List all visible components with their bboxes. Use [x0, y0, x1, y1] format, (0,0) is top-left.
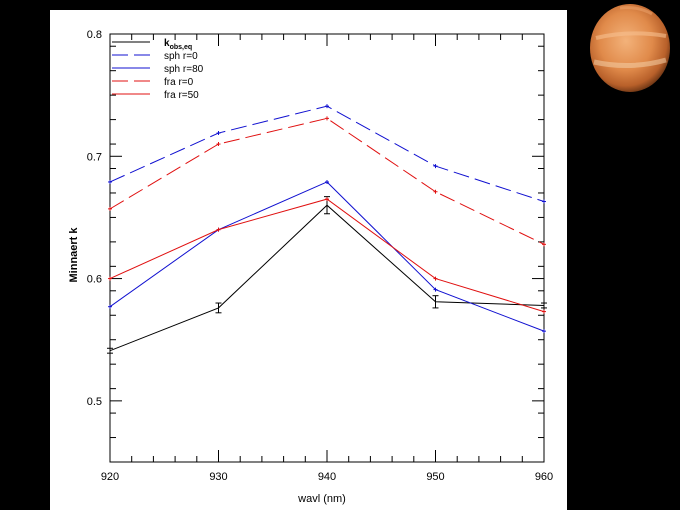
x-tick-label: 930	[209, 471, 227, 483]
legend-label-4: fra r=50	[164, 90, 199, 101]
x-tick-label: 960	[535, 471, 553, 483]
legend-label-0: kobs,eq	[164, 38, 192, 51]
x-tick-label: 940	[318, 471, 336, 483]
series-line-0	[109, 204, 545, 352]
series-group	[107, 104, 547, 354]
y-tick-label: 0.8	[87, 29, 102, 41]
series-line-4	[109, 198, 545, 313]
axes-group: 920 930 940 950 960 0.5 0.6 0.7 0.8	[87, 29, 553, 483]
x-tick-label: 950	[426, 471, 444, 483]
x-axis-label: wavl (nm)	[297, 493, 346, 505]
chart-panel: 920 930 940 950 960 0.5 0.6 0.7 0.8 kobs,eq sph r…	[50, 10, 567, 510]
planet-thumbnail	[580, 0, 680, 97]
y-tick-label: 0.5	[87, 396, 102, 408]
y-axis-label: Minnaert k	[68, 227, 80, 283]
series-line-1	[109, 105, 545, 203]
x-tick-label: 920	[101, 471, 119, 483]
series-line-3	[109, 117, 545, 245]
y-tick-label: 0.6	[87, 274, 102, 286]
legend-label-1: sph r=0	[164, 51, 198, 62]
legend-label-3: fra r=0	[164, 77, 194, 88]
planet-image	[590, 4, 670, 92]
legend-label-2: sph r=80	[164, 64, 204, 75]
y-tick-label: 0.7	[87, 151, 102, 163]
